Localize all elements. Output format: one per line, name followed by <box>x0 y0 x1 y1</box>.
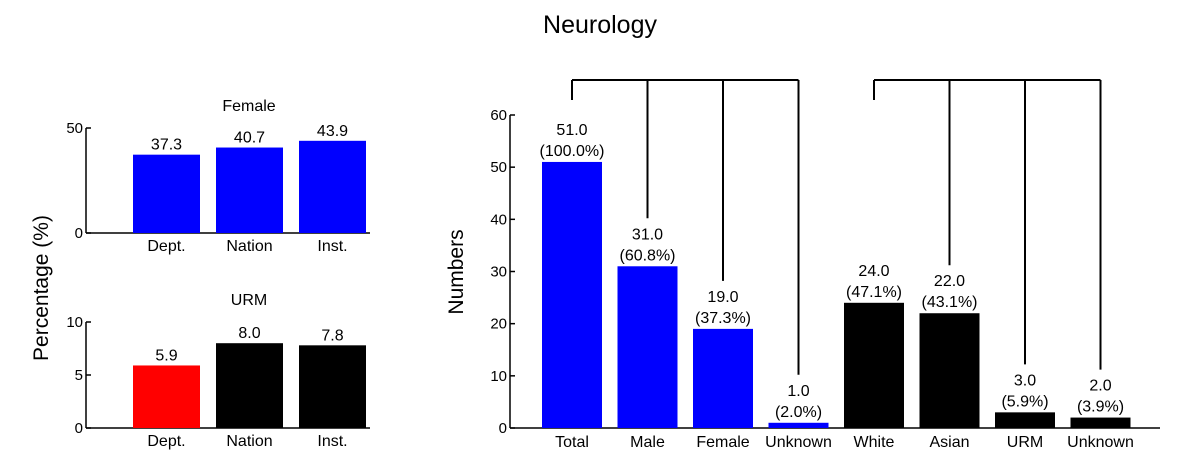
urm-data-label: 7.8 <box>321 327 343 344</box>
urm-y-tick-label: 0 <box>75 420 83 437</box>
urm-bar-dept <box>133 365 200 428</box>
numbers-percent-label: (100.0%) <box>540 143 605 160</box>
urm-data-label: 5.9 <box>155 347 177 364</box>
urm-y-tick-label: 5 <box>75 367 83 384</box>
female-y-tick-label: 0 <box>75 225 83 242</box>
numbers-y-tick-label: 40 <box>490 211 507 228</box>
female-bar-inst <box>299 140 366 233</box>
female-chart: Female 0 50 37.3 Dept. 40.7 Nation 43.9 Inst. <box>66 98 370 255</box>
numbers-percent-label: (60.8%) <box>619 247 675 264</box>
numbers-data-label: 31.0 <box>632 226 663 243</box>
numbers-x-tick-label: Male <box>630 434 665 451</box>
female-y-tick-label: 50 <box>66 120 83 137</box>
numbers-data-label: 51.0 <box>556 122 587 139</box>
numbers-x-tick-label: Total <box>555 434 589 451</box>
numbers-x-tick-label: Unknown <box>1067 434 1134 451</box>
numbers-y-tick-label: 30 <box>490 264 507 281</box>
numbers-data-label: 2.0 <box>1089 378 1111 395</box>
urm-x-tick-label: Inst. <box>317 433 347 450</box>
urm-title: URM <box>231 292 267 309</box>
numbers-percent-label: (5.9%) <box>1001 393 1048 410</box>
numbers-bar-male-1 <box>617 266 678 428</box>
urm-chart: URM 0 5 10 5.9 Dept. 8.0 Nation 7.8 Inst. <box>66 292 370 450</box>
female-x-tick-label: Dept. <box>147 238 185 255</box>
numbers-chart: Numbers 0 10 20 30 40 50 60 51.0 (100.0%) Total 31.… <box>445 79 1160 451</box>
female-data-label: 40.7 <box>234 130 265 147</box>
numbers-y-tick-label: 10 <box>490 368 507 385</box>
numbers-bar-female-2 <box>693 328 753 428</box>
numbers-percent-label: (43.1%) <box>921 294 977 311</box>
numbers-data-label: 3.0 <box>1014 372 1036 389</box>
urm-bar-nation <box>216 343 283 428</box>
numbers-data-label: 24.0 <box>858 263 889 280</box>
numbers-x-tick-label: Unknown <box>765 434 832 451</box>
shared-y-axis-label: Percentage (%) <box>30 215 53 361</box>
urm-x-tick-label: Dept. <box>147 433 185 450</box>
numbers-data-label: 1.0 <box>787 383 809 400</box>
female-x-tick-label: Nation <box>226 238 272 255</box>
numbers-bar-urm-6 <box>995 412 1055 428</box>
numbers-bar-total-0 <box>542 161 602 428</box>
urm-x-tick-label: Nation <box>226 433 272 450</box>
female-x-tick-label: Inst. <box>317 238 347 255</box>
numbers-x-tick-label: White <box>854 434 895 451</box>
numbers-x-tick-label: Female <box>696 434 749 451</box>
chart-title: Neurology <box>543 11 657 39</box>
numbers-bar-white-4 <box>844 302 904 428</box>
numbers-y-tick-label: 50 <box>490 159 507 176</box>
female-data-label: 43.9 <box>317 123 348 140</box>
numbers-percent-label: (2.0%) <box>775 404 822 421</box>
numbers-x-tick-label: URM <box>1007 434 1043 451</box>
numbers-percent-label: (47.1%) <box>846 284 902 301</box>
numbers-y-tick-label: 0 <box>499 420 507 437</box>
numbers-x-tick-label: Asian <box>929 434 969 451</box>
numbers-bar-asian-5 <box>919 313 980 428</box>
urm-data-label: 8.0 <box>238 325 260 342</box>
urm-y-tick-label: 10 <box>66 314 83 331</box>
female-data-label: 37.3 <box>151 137 182 154</box>
urm-bar-inst <box>299 345 366 428</box>
numbers-data-label: 19.0 <box>707 289 738 306</box>
numbers-percent-label: (3.9%) <box>1077 399 1124 416</box>
numbers-y-tick-label: 60 <box>490 107 507 124</box>
numbers-y-tick-label: 20 <box>490 316 507 333</box>
numbers-bar-unknown-3 <box>768 422 829 428</box>
numbers-percent-label: (37.3%) <box>695 310 751 327</box>
female-title: Female <box>222 98 275 115</box>
female-bar-nation <box>216 147 283 233</box>
numbers-data-label: 22.0 <box>934 273 965 290</box>
numbers-y-axis-label: Numbers <box>445 229 468 314</box>
numbers-bar-unknown-7 <box>1070 417 1131 428</box>
female-bar-dept <box>133 154 200 233</box>
